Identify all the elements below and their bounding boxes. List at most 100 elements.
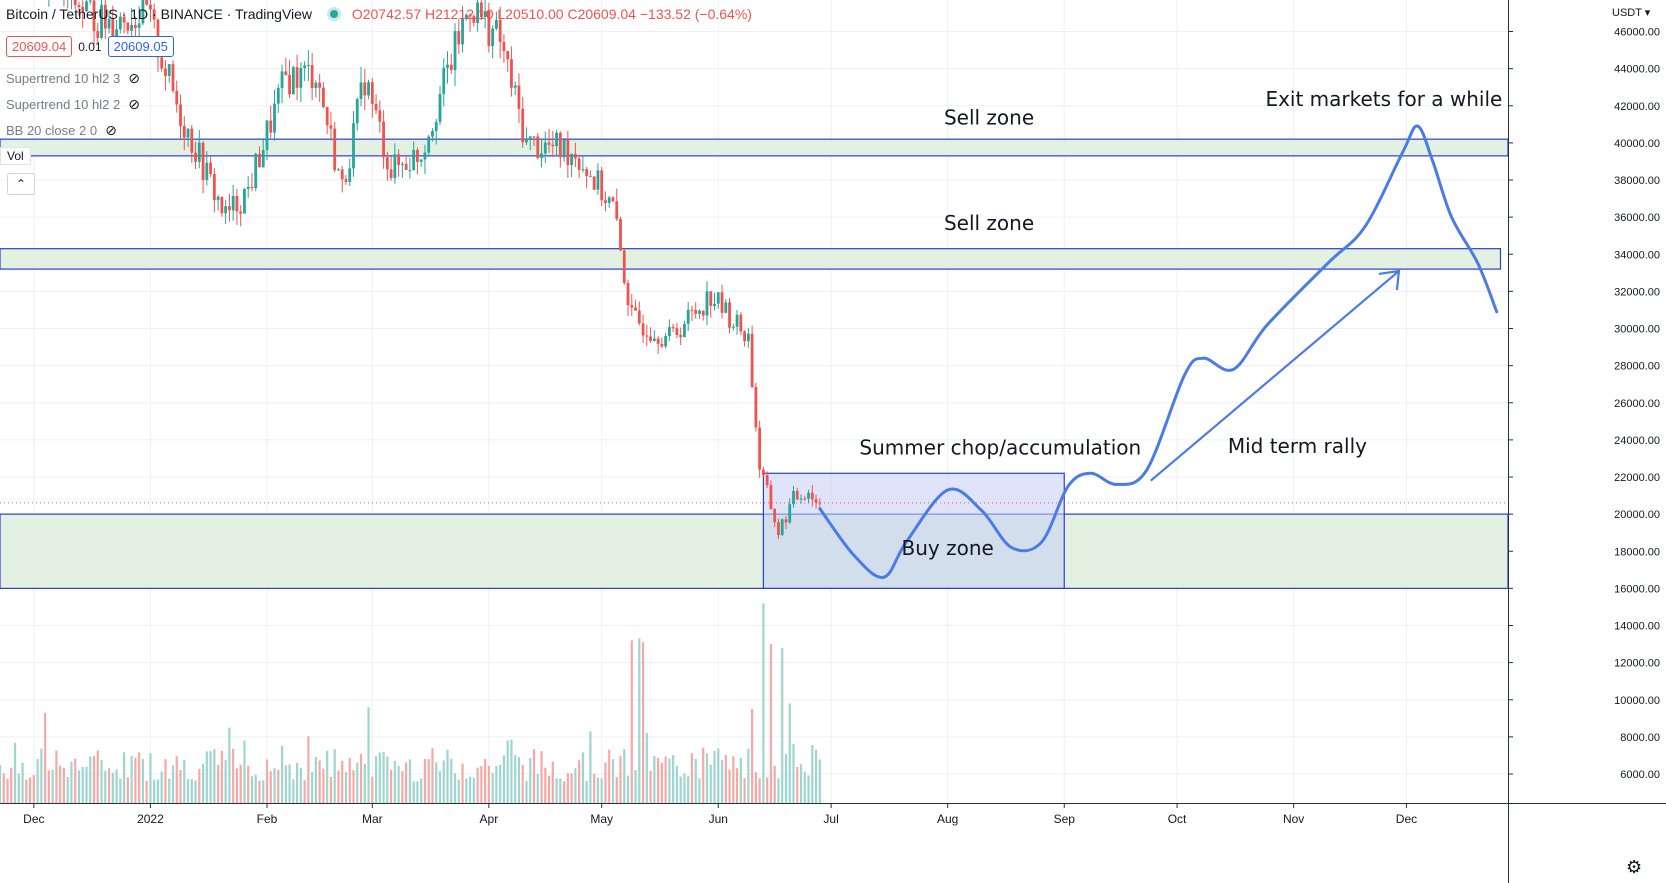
annotation-2[interactable]: Summer chop/accumulation bbox=[859, 436, 1141, 460]
volume-bar bbox=[630, 640, 633, 803]
rally-arrow[interactable] bbox=[1150, 269, 1401, 482]
volume-bar bbox=[600, 778, 603, 803]
candle bbox=[679, 327, 683, 346]
volume-bar bbox=[581, 752, 584, 803]
volume-bar bbox=[675, 765, 679, 803]
currency-selector[interactable]: USDT ▾ bbox=[1612, 7, 1651, 19]
price-axis[interactable]: 6000.00 8000.00 10000.00 12000.00 14000.00 16… bbox=[1508, 0, 1666, 883]
candle-body bbox=[434, 121, 438, 132]
volume-bar bbox=[359, 753, 363, 803]
hidden-eye-icon[interactable]: ⊘ bbox=[128, 96, 140, 112]
sell-zone-box-1[interactable] bbox=[0, 248, 1502, 270]
candle-body bbox=[310, 64, 314, 88]
volume-bar bbox=[476, 767, 479, 803]
candle bbox=[258, 146, 261, 168]
candle-body bbox=[431, 131, 434, 137]
volume-bar bbox=[273, 768, 276, 803]
gear-icon[interactable]: ⚙ bbox=[1626, 857, 1643, 877]
volume-bar bbox=[574, 768, 577, 803]
volume-bar bbox=[130, 755, 133, 803]
candle bbox=[521, 96, 525, 148]
candle-body bbox=[739, 314, 743, 332]
candle bbox=[337, 167, 340, 171]
annotation-5[interactable]: Exit markets for a while bbox=[1265, 87, 1502, 111]
volume-bar bbox=[788, 703, 791, 803]
indicator-label: Supertrend 10 hl2 3 bbox=[6, 71, 121, 86]
candle bbox=[645, 324, 649, 347]
symbol-title[interactable]: Bitcoin / TetherUS · 1D · BINANCE · Trad… bbox=[6, 6, 313, 22]
candle bbox=[182, 116, 186, 151]
candle bbox=[186, 128, 190, 147]
candle-body bbox=[671, 327, 675, 329]
candle-body bbox=[607, 197, 611, 203]
candle-body bbox=[769, 485, 773, 510]
time-tick-label: Mar bbox=[362, 812, 383, 826]
candle-body bbox=[389, 169, 393, 179]
hidden-eye-icon[interactable]: ⊘ bbox=[105, 122, 117, 138]
buy-zone-box[interactable] bbox=[0, 513, 1509, 589]
candle bbox=[77, 1, 81, 16]
candle bbox=[239, 205, 243, 227]
candle-body bbox=[322, 87, 325, 107]
candle-body bbox=[370, 82, 374, 104]
buy-price-button[interactable]: 20609.05 bbox=[107, 36, 174, 57]
indicator-supertrend-2[interactable]: Supertrend 10 hl2 2 ⊘ bbox=[6, 96, 140, 113]
chevron-up-icon[interactable]: ⌃ bbox=[7, 173, 35, 195]
candle-body bbox=[152, 9, 156, 20]
candle-body bbox=[269, 120, 273, 133]
volume-bar bbox=[751, 709, 754, 803]
candle bbox=[720, 284, 724, 319]
sell-price-button[interactable]: 20609.04 bbox=[6, 36, 73, 57]
time-tick-label: 2022 bbox=[137, 812, 164, 826]
projection-curve[interactable] bbox=[818, 124, 1499, 579]
candle bbox=[754, 382, 758, 432]
candle-body bbox=[254, 153, 258, 189]
volume-bar bbox=[544, 767, 547, 803]
candle bbox=[314, 80, 318, 98]
volume-bar bbox=[438, 771, 442, 803]
candle-body bbox=[400, 163, 404, 165]
candle-body bbox=[713, 303, 716, 306]
volume-indicator-label[interactable]: Vol bbox=[0, 147, 31, 165]
volume-bar bbox=[412, 781, 415, 803]
candle-body bbox=[611, 197, 615, 202]
annotation-3[interactable]: Buy zone bbox=[902, 536, 994, 560]
annotation-4[interactable]: Mid term rally bbox=[1228, 434, 1367, 458]
candle bbox=[318, 73, 322, 102]
candle-body bbox=[487, 11, 491, 47]
bid-ask-row: 20609.04 0.01 20609.05 bbox=[6, 36, 174, 57]
candle-body bbox=[780, 519, 784, 535]
volume-bar bbox=[205, 751, 208, 803]
time-axis[interactable]: Dec 2022 Feb Mar Apr May Jun Jul Aug Sep Oct Nov Dec bbox=[0, 803, 1666, 883]
volume-bar bbox=[555, 778, 558, 803]
volume-bar bbox=[510, 739, 513, 803]
candle-body bbox=[566, 139, 570, 166]
candle-body bbox=[679, 334, 683, 338]
volume-bar bbox=[638, 638, 641, 803]
annotation-1[interactable]: Sell zone bbox=[944, 211, 1034, 235]
spread-value: 0.01 bbox=[78, 39, 102, 54]
candle bbox=[784, 516, 788, 530]
candle-body bbox=[743, 331, 746, 342]
candle-body bbox=[543, 142, 547, 154]
candle-body bbox=[792, 490, 795, 505]
volume-bar bbox=[138, 752, 141, 803]
candle-body bbox=[126, 22, 130, 31]
candle-body bbox=[73, 0, 77, 6]
annotation-0[interactable]: Sell zone bbox=[944, 105, 1034, 129]
volume-bar bbox=[405, 762, 408, 803]
hidden-eye-icon[interactable]: ⊘ bbox=[128, 70, 140, 86]
indicator-supertrend-1[interactable]: Supertrend 10 hl2 3 ⊘ bbox=[6, 70, 140, 87]
volume-bar bbox=[769, 644, 773, 803]
candle-body bbox=[164, 68, 167, 76]
candle-body bbox=[716, 292, 720, 304]
volume-bar bbox=[427, 759, 430, 803]
sell-zone-box-0[interactable] bbox=[0, 138, 1509, 157]
ohlc-values: O20742.57 H21212.10 L20510.00 C20609.04 … bbox=[351, 6, 752, 22]
candle bbox=[265, 119, 269, 161]
candle-body bbox=[141, 0, 145, 24]
indicator-bb[interactable]: BB 20 close 2 0 ⊘ bbox=[6, 122, 117, 139]
volume-bar bbox=[194, 780, 197, 803]
candle bbox=[92, 0, 96, 45]
